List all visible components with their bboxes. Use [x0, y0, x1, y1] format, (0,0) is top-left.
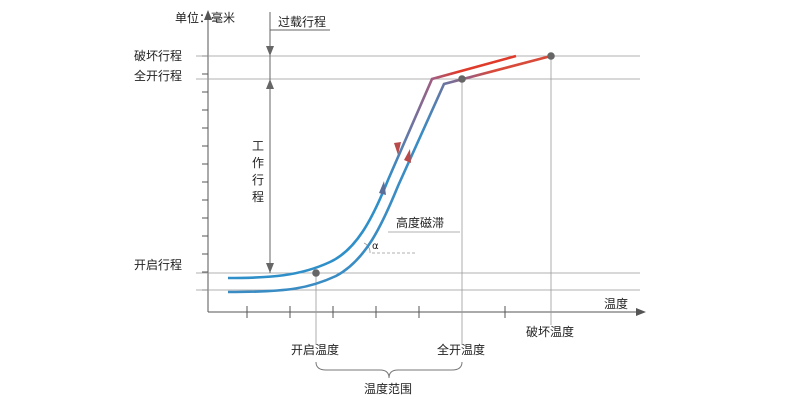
hysteresis-label: 高度磁滞: [396, 215, 444, 230]
open-temp-label: 开启温度: [291, 342, 339, 357]
unit-label: 单位：毫米: [175, 10, 235, 25]
working-travel-label: 工作行程: [252, 139, 264, 204]
temperature-range-label: 温度范围: [364, 381, 412, 396]
lower-curve: [227, 54, 552, 294]
open-point: [312, 269, 320, 277]
axes: [204, 10, 646, 316]
key-points: [312, 52, 555, 277]
curve-arrows: [379, 142, 411, 195]
full-open-point: [458, 75, 466, 83]
travel-dimension: [266, 12, 330, 273]
y-axis-arrow-icon: [204, 10, 212, 20]
x-ticks: [246, 306, 506, 318]
break-travel-label: 破坏行程: [134, 48, 182, 63]
overload-travel-label: 过载行程: [278, 14, 326, 29]
arrow-up-icon: [379, 181, 386, 195]
y-ticks: [202, 55, 208, 291]
working-arrow-top-icon: [266, 79, 274, 89]
arrow-down-icon: [394, 142, 401, 155]
temperature-range-brace: [315, 361, 463, 379]
curves: [227, 54, 552, 294]
break-point: [547, 52, 555, 60]
arrow-up-lower-icon: [404, 149, 411, 163]
angle-label: α: [372, 241, 379, 252]
x-axis-arrow-icon: [636, 308, 646, 316]
upper-curve: [227, 54, 517, 280]
working-arrow-bottom-icon: [266, 263, 274, 273]
break-temp-label: 破坏温度: [526, 324, 574, 339]
overload-arrow-top-icon: [266, 46, 274, 56]
vertical-guides: [315, 56, 552, 345]
x-axis-label: 温度: [604, 296, 628, 311]
full-open-temp-label: 全开温度: [437, 342, 485, 357]
open-travel-label: 开启行程: [134, 257, 182, 272]
full-open-travel-label: 全开行程: [134, 68, 182, 83]
